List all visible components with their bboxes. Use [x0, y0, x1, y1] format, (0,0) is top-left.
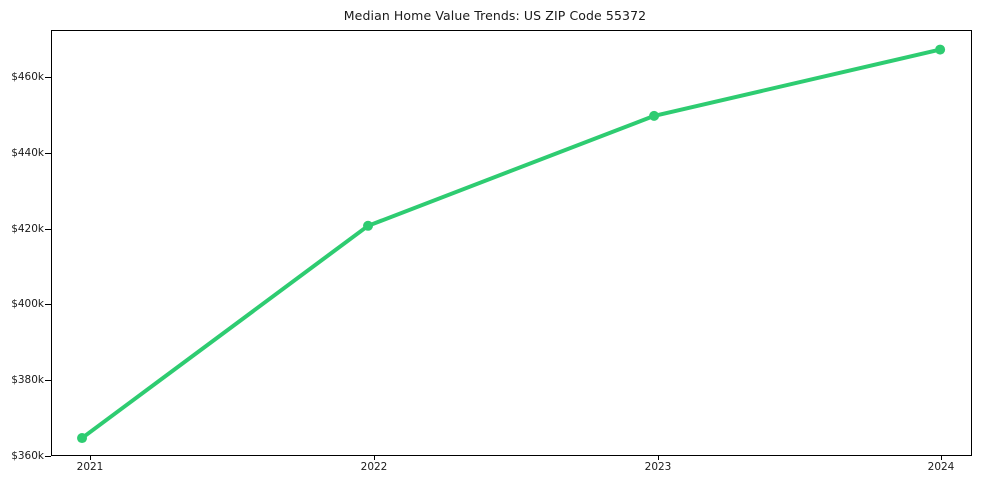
data-line-median-home-value	[80, 47, 943, 441]
data-point-2023	[649, 110, 660, 121]
y-tick-label-380k: $380k	[11, 374, 44, 387]
y-tick-label-400k: $400k	[11, 298, 44, 311]
y-tick-label-460k: $460k	[11, 71, 44, 83]
y-tick-label-420k: $420k	[11, 222, 44, 235]
plot-area	[51, 30, 972, 456]
x-tick-label-2024: 2024	[927, 461, 955, 473]
chart-title: Median Home Value Trends: US ZIP Code 55…	[343, 8, 647, 23]
y-tick-label-360k: $360k	[11, 450, 44, 462]
x-tick-label-2023: 2023	[644, 461, 672, 473]
y-tick-mark-360k	[45, 456, 51, 457]
data-point-2024	[935, 44, 946, 55]
data-point-2022	[363, 220, 374, 231]
x-tick-label-2022: 2022	[360, 461, 388, 473]
x-tick-label-2021: 2021	[76, 461, 104, 473]
data-point-markers	[77, 44, 946, 444]
data-point-2021	[77, 433, 88, 444]
line-chart-svg	[77, 44, 946, 444]
y-axis-tick-labels: $360k $380k $400k $420k $440k $460k	[0, 0, 44, 490]
y-tick-label-440k: $440k	[11, 146, 44, 159]
